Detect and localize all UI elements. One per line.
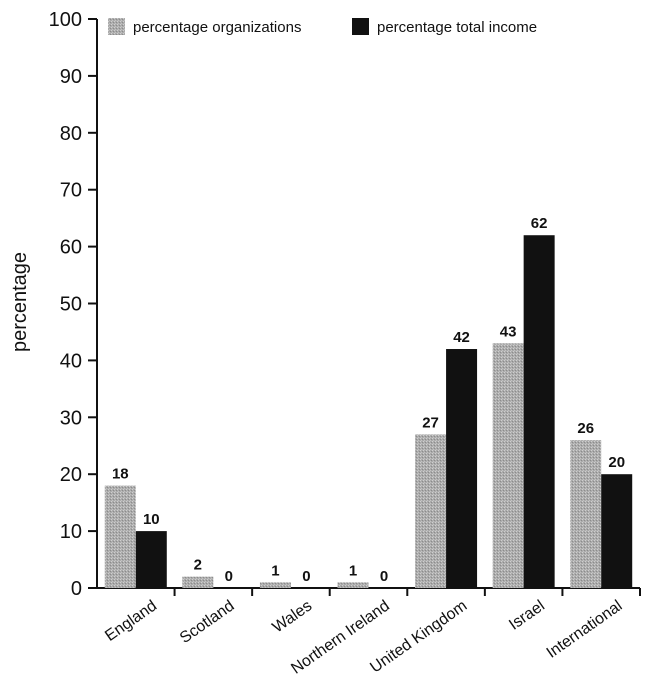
x-category-label: England xyxy=(102,597,160,645)
y-tick-label: 70 xyxy=(60,180,82,202)
bars xyxy=(104,235,633,588)
y-tick-label: 80 xyxy=(60,123,82,145)
y-tick-label: 40 xyxy=(60,350,82,372)
x-category-label: Israel xyxy=(506,597,548,633)
data-label: 18 xyxy=(112,466,129,483)
y-tick-label: 10 xyxy=(60,521,82,543)
bar-organizations xyxy=(259,582,291,588)
x-category-label: Wales xyxy=(270,597,316,636)
data-label: 62 xyxy=(531,215,548,232)
y-tick-label: 0 xyxy=(71,578,82,600)
data-label: 0 xyxy=(380,568,388,585)
bar-organizations xyxy=(337,582,369,588)
legend-item: percentage organizations xyxy=(108,18,301,36)
legend-swatch xyxy=(352,18,369,35)
data-label: 27 xyxy=(422,414,439,431)
legend-label: percentage total income xyxy=(377,19,537,36)
data-label: 42 xyxy=(453,329,470,346)
bar-organizations xyxy=(492,343,524,588)
data-label: 10 xyxy=(143,511,160,528)
x-category-label: International xyxy=(544,597,626,661)
bar-organizations xyxy=(182,576,214,588)
x-category-label: Scotland xyxy=(177,597,238,647)
bar-income xyxy=(446,349,478,588)
bar-income xyxy=(601,474,633,588)
bar-income xyxy=(523,235,555,588)
data-label: 0 xyxy=(302,568,310,585)
data-label: 26 xyxy=(577,420,594,437)
y-axis-title: percentage xyxy=(9,252,31,352)
bar-income xyxy=(135,531,167,588)
y-tick-label: 50 xyxy=(60,294,82,316)
legend-swatch xyxy=(108,18,125,35)
y-tick-label: 100 xyxy=(49,9,82,31)
y-tick-label: 20 xyxy=(60,464,82,486)
legend-label: percentage organizations xyxy=(133,19,301,36)
data-label: 43 xyxy=(500,323,517,340)
y-tick-label: 90 xyxy=(60,66,82,88)
y-tick-label: 30 xyxy=(60,407,82,429)
data-label: 0 xyxy=(225,568,233,585)
bar-organizations xyxy=(104,485,136,588)
data-label: 1 xyxy=(349,562,357,579)
data-label: 2 xyxy=(194,557,202,574)
y-axis: 0 10 20 30 40 50 60 70 80 90 100 xyxy=(49,9,98,600)
y-tick-label: 60 xyxy=(60,237,82,259)
bar-organizations xyxy=(415,434,447,588)
data-label: 20 xyxy=(608,454,625,471)
data-label: 1 xyxy=(271,562,279,579)
legend-item: percentage total income xyxy=(352,18,537,36)
legend: percentage organizations percentage total… xyxy=(108,18,537,36)
bar-organizations xyxy=(570,440,602,588)
